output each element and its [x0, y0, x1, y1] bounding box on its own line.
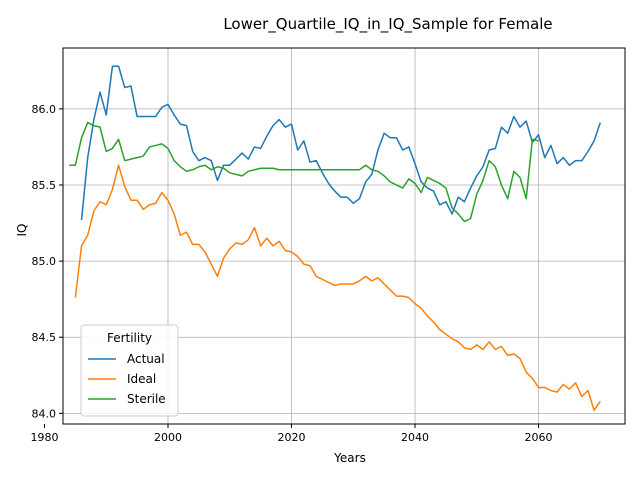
legend-title: Fertility: [107, 331, 152, 345]
legend-items: Actual Ideal Sterile: [88, 352, 166, 406]
legend-box: [80, 324, 179, 417]
y-axis: 84.0 84.5 85.0 85.5 86.0: [32, 103, 63, 420]
y-tick-label: 85.0: [32, 255, 57, 268]
x-tick-label: 2060: [525, 431, 553, 444]
y-tick-label: 86.0: [32, 103, 57, 116]
y-tick-label: 84.5: [32, 331, 57, 344]
series-line-ideal: [74, 164, 601, 412]
y-tick-label: 85.5: [32, 179, 57, 192]
chart-title: Lower_Quartile_IQ_in_IQ_Sample for Femal…: [223, 15, 552, 34]
grid: [63, 48, 625, 424]
x-axis-label: Years: [333, 451, 366, 465]
legend: Fertility Actual Ideal Sterile: [80, 324, 179, 417]
x-tick-label: 2040: [401, 431, 429, 444]
x-axis: 1980 2000 2020 2040 2060: [30, 424, 553, 444]
x-tick-label: 1980: [30, 431, 58, 444]
series-line-sterile: [69, 121, 539, 223]
x-tick-label: 2020: [278, 431, 306, 444]
legend-label-sterile: Sterile: [127, 392, 166, 406]
series-group: [69, 65, 602, 412]
y-tick-label: 84.0: [32, 407, 57, 420]
plot-frame: [62, 47, 626, 425]
legend-label-ideal: Ideal: [127, 372, 156, 386]
legend-label-actual: Actual: [127, 352, 165, 366]
y-axis-label: IQ: [15, 224, 29, 237]
series-line-actual: [80, 65, 602, 221]
x-tick-label: 2000: [154, 431, 182, 444]
